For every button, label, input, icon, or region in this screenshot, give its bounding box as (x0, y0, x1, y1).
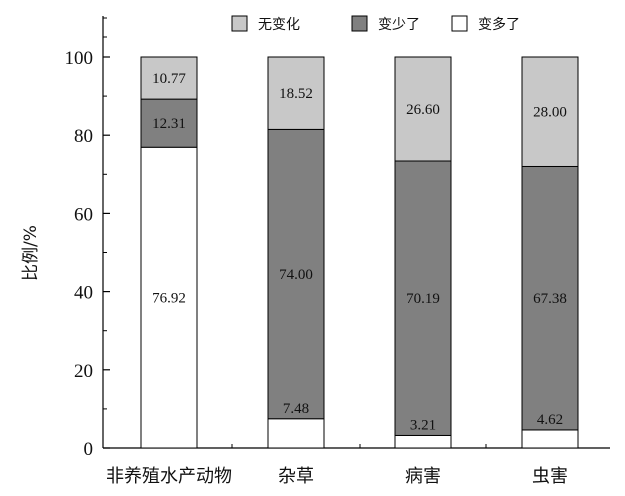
data-label: 74.00 (279, 267, 313, 283)
bar-segment (140, 98, 198, 148)
data-label: 18.52 (279, 86, 313, 102)
bars (140, 56, 579, 449)
y-tick-label: 60 (74, 204, 93, 225)
data-label: 3.21 (410, 417, 436, 433)
data-label: 4.62 (537, 412, 563, 428)
y-tick-label: 0 (84, 439, 94, 460)
data-label: 28.00 (533, 105, 567, 121)
bar-segment (267, 418, 325, 449)
legend: 无变化 变少了 变多了 (231, 15, 520, 33)
legend-swatch (231, 15, 248, 32)
bar-segment (140, 146, 198, 449)
y-tick-label: 80 (74, 126, 93, 147)
x-category-label: 非养殖水产动物 (106, 465, 232, 487)
data-label: 10.77 (152, 71, 186, 87)
y-tick-label: 20 (74, 361, 93, 382)
bar-segment (267, 56, 325, 130)
bar-segment (521, 56, 579, 167)
data-labels: 76.92 12.31 10.77 7.48 74.00 18.52 3.21 70.19 26… (152, 71, 567, 433)
data-label: 70.19 (406, 291, 440, 307)
x-category-label: 杂草 (278, 466, 314, 487)
data-label: 76.92 (152, 291, 186, 307)
legend-swatch (451, 15, 468, 32)
bar-segment (267, 128, 325, 420)
data-label: 67.38 (533, 291, 567, 307)
legend-label: 无变化 (258, 17, 300, 33)
data-label: 7.48 (283, 401, 309, 417)
y-axis-title: 比例/% (21, 225, 41, 281)
y-tick-label: 40 (74, 283, 93, 304)
bar-segment (394, 160, 452, 436)
legend-label: 变少了 (378, 17, 420, 33)
legend-swatch (351, 15, 368, 32)
bar-segment (394, 434, 452, 449)
data-label: 26.60 (406, 102, 440, 118)
bar-segment (521, 429, 579, 449)
data-label: 12.31 (152, 116, 186, 132)
axes: 0 20 40 60 80 100 非养殖水产动物 杂草 病害 虫害 (65, 16, 610, 487)
y-tick-label: 100 (65, 48, 94, 69)
bar-segment (140, 56, 198, 100)
x-category-label: 病害 (405, 466, 441, 487)
x-category-label: 虫害 (532, 466, 568, 487)
legend-label: 变多了 (478, 16, 520, 33)
bar-segment (521, 165, 579, 431)
bar-segment (394, 56, 452, 162)
